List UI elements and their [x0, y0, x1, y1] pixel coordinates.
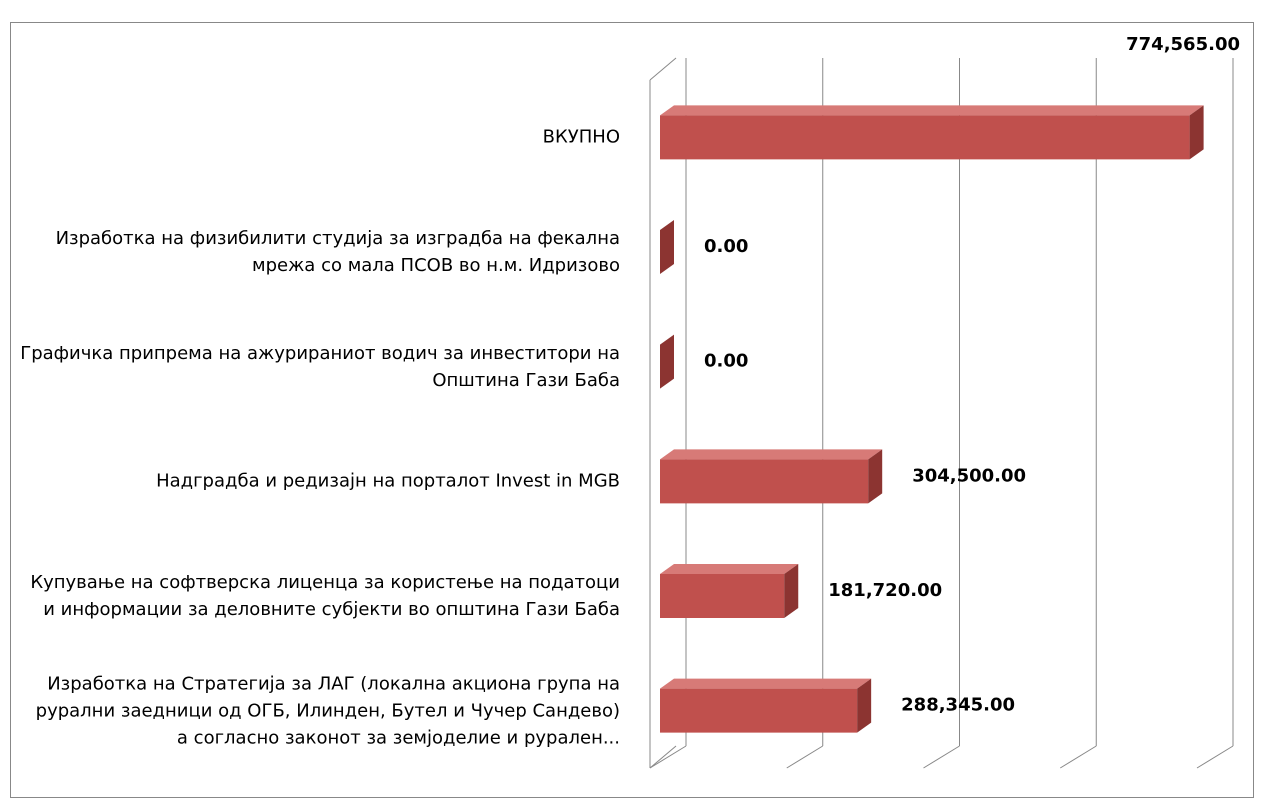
- bar: [660, 105, 1204, 160]
- bar-side: [1189, 105, 1204, 160]
- floor-tick: [1196, 745, 1234, 769]
- chart-frame: [10, 22, 1254, 798]
- bar: [660, 449, 883, 504]
- value-label: 0.00: [704, 351, 748, 372]
- bar-front: [660, 459, 869, 504]
- floor-tick: [786, 745, 824, 769]
- bar-side: [784, 564, 799, 618]
- bar-top: [660, 564, 799, 574]
- axis-wall: [649, 745, 677, 769]
- bar-side: [868, 449, 883, 504]
- bar-side: [660, 220, 674, 274]
- category-label: Надградба и редизајн на порталот Invest …: [156, 470, 620, 492]
- bar-front: [660, 574, 785, 618]
- value-label: 288,345.00: [901, 695, 1015, 716]
- bar-top: [660, 449, 883, 460]
- floor-tick: [923, 745, 960, 769]
- axis-wall: [649, 57, 677, 81]
- bar-top: [660, 678, 872, 689]
- bar-side: [857, 678, 872, 733]
- floor-tick: [649, 745, 687, 769]
- category-label: ВКУПНО: [542, 126, 620, 148]
- value-label: 774,565.00: [1126, 34, 1240, 55]
- bar-front: [660, 688, 858, 733]
- value-label: 304,500.00: [912, 465, 1026, 486]
- bar-side: [660, 334, 674, 389]
- bar-top: [660, 105, 1204, 116]
- category-label: Изработка на Стратегија за ЛАГ (локална …: [35, 673, 620, 749]
- bar: [660, 334, 674, 389]
- bar: [660, 220, 674, 274]
- category-label: Графичка припрема на ажурираниот водич з…: [20, 342, 620, 391]
- category-label: Изработка на физибилити студија за изгра…: [55, 228, 620, 276]
- value-label: 181,720.00: [828, 580, 942, 601]
- bar-front: [660, 115, 1190, 160]
- bar: [660, 564, 799, 618]
- category-label: Купување на софтверска лиценца за корист…: [30, 572, 620, 620]
- value-label: 0.00: [704, 236, 748, 257]
- bar: [660, 678, 872, 733]
- floor-tick: [1059, 745, 1097, 769]
